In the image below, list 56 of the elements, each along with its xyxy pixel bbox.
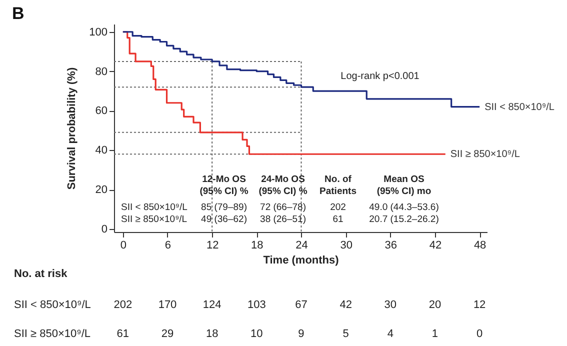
annotation: 85 (79–89)	[201, 202, 247, 213]
annotation: 20.7 (15.2–26.2)	[369, 214, 439, 225]
text: 30	[384, 299, 397, 311]
text: 1	[432, 328, 438, 340]
annotation: 24-Mo OS (95% CI) %	[258, 174, 308, 197]
text: 18	[206, 328, 218, 340]
text: SII < 850×10⁹/L	[14, 299, 91, 311]
annotation: 61	[332, 214, 344, 225]
annotation: SII ≥ 850×10⁹/L	[121, 214, 188, 225]
x-tick-label: 48	[474, 240, 486, 252]
annotation: Log-rank p<0.001	[340, 71, 420, 82]
text: 103	[247, 299, 266, 311]
text: 9	[298, 328, 304, 340]
text: 10	[250, 328, 263, 340]
annotation: 38 (26–51)	[260, 214, 306, 225]
y-axis-title: Survival probability (%)	[66, 67, 78, 190]
x-tick-label: 42	[429, 240, 442, 252]
y-tick-label: 20	[95, 184, 108, 196]
x-tick-label: 36	[384, 240, 398, 252]
annotation: SII < 850×10⁹/L	[121, 202, 188, 213]
text: No. at risk	[14, 268, 68, 280]
y-tick-label: 40	[95, 144, 108, 157]
text: SII ≥ 850×10⁹/L	[14, 328, 90, 340]
y-tick-label: 60	[95, 105, 108, 118]
x-tick-label: 24	[296, 240, 308, 252]
text: 170	[158, 299, 177, 311]
annotation: Mean OS (95% CI) mo	[376, 174, 432, 197]
chart-title: B	[12, 4, 24, 23]
annotation: 202	[330, 202, 346, 213]
text: 42	[340, 299, 352, 311]
text: 61	[116, 328, 130, 340]
annotation: 49.0 (44.3–53.6)	[369, 202, 439, 213]
x-tick-label: 12	[206, 240, 219, 252]
annotation: No. of Patients	[320, 174, 356, 197]
text: 67	[295, 299, 308, 311]
text: 29	[161, 328, 174, 340]
x-tick-label: 6	[164, 240, 172, 252]
text: 4	[387, 328, 394, 340]
x-tick-label: 18	[251, 240, 264, 252]
text: 0	[476, 328, 483, 340]
annotation: 72 (66–78)	[260, 202, 306, 213]
annotation: 49 (36–62)	[201, 214, 247, 225]
series-label: SII < 850×10⁹/L	[484, 102, 555, 113]
text: 202	[114, 299, 132, 311]
text: 124	[202, 299, 222, 311]
text: 5	[342, 328, 349, 340]
series-label: SII ≥ 850×10⁹/L	[450, 149, 520, 160]
y-tick-label: 100	[89, 26, 108, 38]
annotation: 12-Mo OS (95% CI) %	[200, 174, 249, 197]
x-axis-title: Time (months)	[263, 254, 340, 266]
x-tick-label: 0	[120, 240, 126, 252]
x-tick-label: 30	[340, 240, 352, 252]
text: 20	[428, 299, 442, 311]
y-tick-label: 80	[95, 66, 108, 78]
text: 12	[473, 299, 486, 311]
y-tick-label: 0	[101, 224, 108, 236]
